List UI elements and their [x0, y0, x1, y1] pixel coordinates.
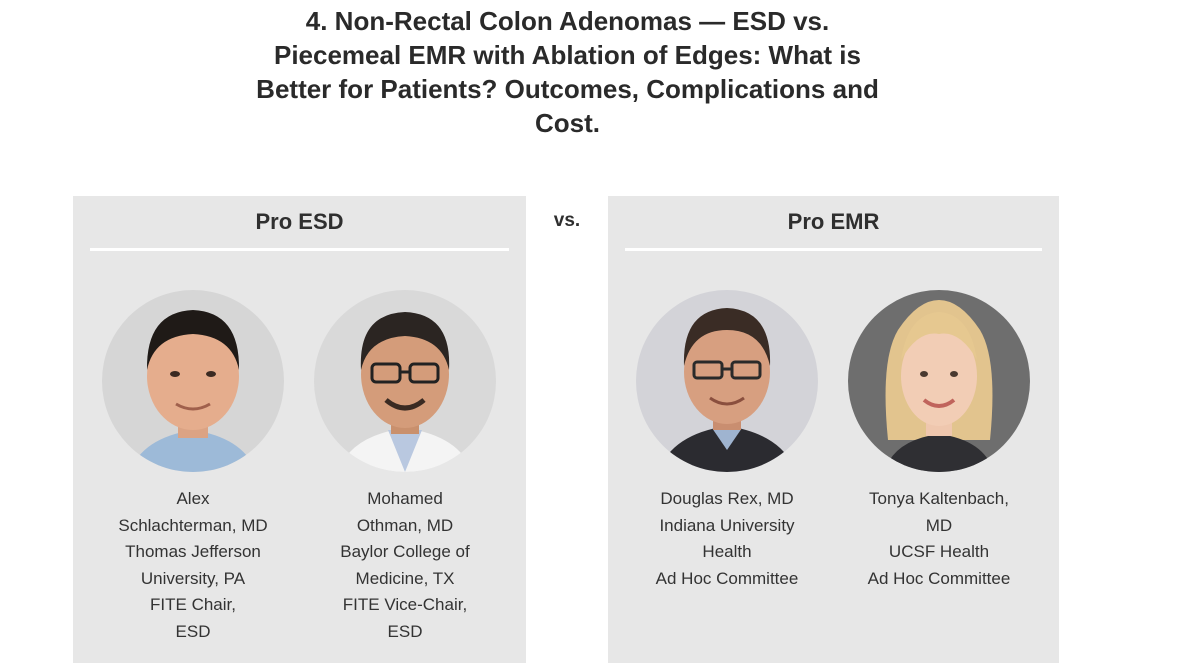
caption-line: Tonya Kaltenbach, — [869, 489, 1009, 508]
panel-header-pro-emr: Pro EMR — [787, 209, 880, 234]
caption-line: University, PA — [140, 568, 246, 588]
caption-line: Baylor College of — [340, 542, 470, 561]
speaker-photo-tonya-kaltenbach — [848, 290, 1030, 472]
caption-line: Thomas Jefferson — [125, 542, 261, 561]
speaker-card-douglas-rex: Douglas Rex, MD Indiana University Healt… — [627, 290, 827, 592]
title-line-3: Better for Patients? Outcomes, Complicat… — [256, 74, 879, 104]
caption-line: UCSF Health — [888, 542, 990, 561]
pro-esd-panel: Pro ESD Alex Schlachterman, MD Thomas Je… — [73, 196, 526, 663]
caption-line: FITE Vice-Chair, — [342, 595, 468, 614]
speaker-caption: Tonya Kaltenbach, MD UCSF Health Ad Hoc … — [839, 486, 1039, 592]
caption-line: Medicine, TX — [355, 568, 455, 588]
caption-line: Schlachterman, MD — [118, 515, 268, 535]
vs-label: vs. — [553, 210, 581, 231]
caption-line: Mohamed — [367, 489, 443, 508]
caption-line: FITE Chair, — [150, 595, 236, 614]
title-line-2: Piecemeal EMR with Ablation of Edges: Wh… — [273, 40, 861, 70]
caption-line: MD — [925, 515, 953, 535]
speaker-card-mohamed-othman: Mohamed Othman, MD Baylor College of Med… — [305, 290, 505, 645]
speaker-caption: Douglas Rex, MD Indiana University Healt… — [627, 486, 827, 592]
caption-line: Alex — [176, 489, 210, 508]
pro-emr-panel: Pro EMR Douglas Rex, MD Indiana Universi… — [608, 196, 1059, 663]
caption-line: Health — [702, 542, 752, 561]
caption-line: Ad Hoc Committee — [867, 568, 1011, 588]
speaker-caption: Mohamed Othman, MD Baylor College of Med… — [305, 486, 505, 645]
caption-line: Ad Hoc Committee — [655, 568, 799, 588]
speaker-photo-mohamed-othman — [314, 290, 496, 472]
panel-divider — [90, 248, 509, 251]
speaker-photo-alex-schlachterman — [102, 290, 284, 472]
caption-line: ESD — [387, 621, 423, 641]
slide-title: 4. Non-Rectal Colon Adenomas — ESD vs. P… — [200, 4, 935, 140]
panel-header-pro-esd: Pro ESD — [255, 209, 344, 234]
caption-line: Othman, MD — [356, 515, 454, 535]
caption-line: ESD — [175, 621, 211, 641]
speaker-photo-douglas-rex — [636, 290, 818, 472]
title-line-4: Cost. — [535, 108, 600, 138]
speaker-card-alex-schlachterman: Alex Schlachterman, MD Thomas Jefferson … — [93, 290, 293, 645]
caption-line: Douglas Rex, MD — [660, 489, 794, 508]
speaker-card-tonya-kaltenbach: Tonya Kaltenbach, MD UCSF Health Ad Hoc … — [839, 290, 1039, 592]
speaker-caption: Alex Schlachterman, MD Thomas Jefferson … — [93, 486, 293, 645]
panel-divider — [625, 248, 1042, 251]
title-line-1: 4. Non-Rectal Colon Adenomas — ESD vs. — [305, 6, 830, 36]
caption-line: Indiana University — [659, 515, 795, 535]
